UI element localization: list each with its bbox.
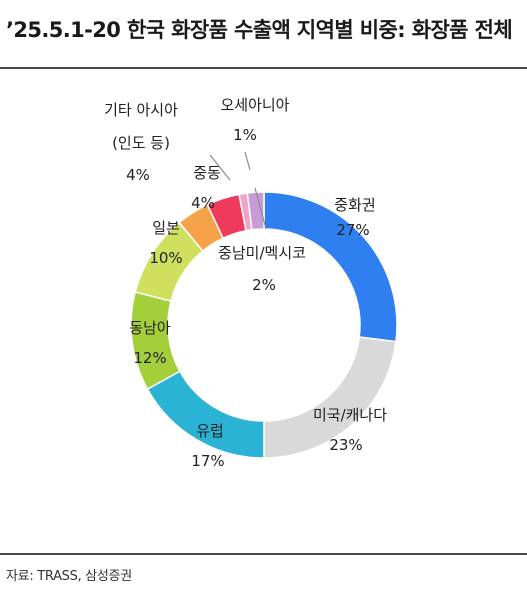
label-greater-china-name: 중화권 [334, 196, 375, 214]
leader-line-latin-america [254, 187, 266, 226]
label-middle-east-value: 4% [191, 194, 215, 212]
source-note: 자료: TRASS, 삼성증권 [6, 569, 132, 584]
leader-line-oceania [244, 151, 251, 171]
bottom-divider [0, 553, 527, 555]
donut-chart: 중화권 27% 미국/캐나다 23% 유럽 17% 동남아 12% 일본 10% 중동 4% 기타 아시… [104, 96, 398, 470]
label-us-canada-name: 미국/캐나다 [313, 406, 387, 424]
top-divider [0, 67, 527, 69]
slice-4 [130, 291, 181, 391]
label-oceania-value: 1% [233, 126, 257, 144]
label-other-asia-name: 기타 아시아 [104, 101, 178, 119]
label-other-asia-sub: (인도 등) [112, 134, 170, 152]
slice-1 [263, 191, 398, 343]
label-japan-name: 일본 [152, 219, 180, 237]
chart-title: ’25.5.1-20 한국 화장품 수출액 지역별 비중: 화장품 전체 [6, 18, 513, 42]
label-latin-america-name: 중남미/멕시코 [218, 244, 306, 262]
label-latin-america-value: 2% [252, 276, 276, 294]
slice-3 [146, 370, 265, 459]
label-europe-name: 유럽 [196, 422, 224, 440]
label-southeast-asia-name: 동남아 [129, 319, 171, 337]
leader-line-other-asia [209, 154, 231, 181]
label-greater-china-value: 27% [336, 221, 369, 239]
label-europe-value: 17% [191, 452, 224, 470]
label-other-asia-value: 4% [126, 166, 150, 184]
label-southeast-asia-value: 12% [133, 349, 166, 367]
label-middle-east-name: 중동 [193, 164, 221, 182]
label-us-canada-value: 23% [329, 436, 362, 454]
slice-9 [246, 191, 265, 231]
label-oceania-name: 오세아니아 [220, 96, 289, 114]
label-japan-value: 10% [149, 249, 182, 267]
